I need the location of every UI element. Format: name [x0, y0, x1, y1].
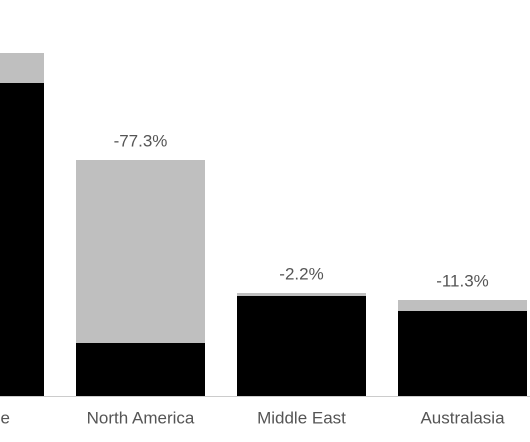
bar: [398, 311, 527, 396]
x-tick-label: e: [1, 408, 10, 427]
bar: [237, 296, 366, 396]
value-label: -11.3%: [436, 271, 489, 290]
value-label: -77.3%: [114, 131, 168, 150]
bar: [76, 343, 205, 396]
bar: [0, 83, 44, 396]
x-tick-label: Middle East: [257, 408, 346, 427]
x-tick-label: Australasia: [420, 408, 505, 427]
value-label: -2.2%: [279, 264, 323, 283]
x-tick-label: North America: [87, 408, 195, 427]
